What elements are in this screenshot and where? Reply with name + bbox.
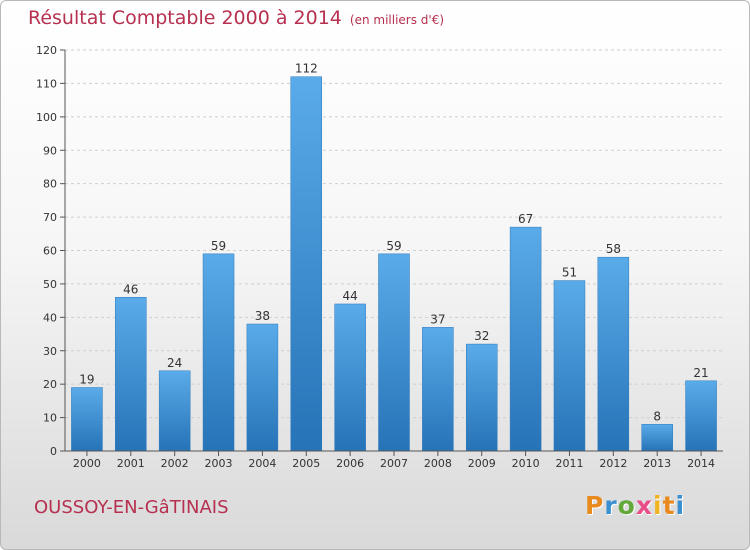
bar-value-label: 67	[518, 212, 533, 226]
x-tick-label: 2002	[161, 457, 189, 470]
bar	[158, 370, 191, 452]
y-tick-label: 20	[43, 378, 57, 391]
logo-letter: P	[585, 491, 605, 520]
y-tick-label: 60	[43, 245, 57, 258]
logo-letter: t	[662, 491, 676, 520]
x-tick-label: 2012	[599, 457, 627, 470]
y-tick-label: 120	[36, 44, 57, 57]
y-tick-label: 90	[43, 144, 57, 157]
bar-value-label: 38	[255, 309, 270, 323]
x-axis-labels: 2000 2001 2002 2003 2004 2005 2006 2007 2008 2009…	[73, 451, 715, 470]
proxiti-logo[interactable]: Proxiti	[585, 491, 685, 520]
x-tick-label: 2001	[117, 457, 145, 470]
y-tick-label: 110	[36, 77, 57, 90]
x-tick-label: 2003	[205, 457, 233, 470]
bar	[641, 424, 673, 452]
bar-value-label: 44	[342, 289, 357, 303]
bar	[115, 297, 147, 452]
bar	[553, 280, 586, 452]
bar	[290, 76, 323, 452]
logo-letter: x	[635, 491, 653, 520]
chart-title: Résultat Comptable 2000 à 2014 (en millie…	[28, 7, 444, 29]
y-tick-label: 40	[43, 311, 57, 324]
x-tick-label: 2014	[687, 457, 715, 470]
bar	[202, 253, 235, 452]
unit-label: (en milliers d'€)	[349, 13, 445, 27]
y-axis-ticks: 0 10 20 30 40 50 60 70 80 90 100 110 120	[36, 44, 65, 458]
y-tick-label: 80	[43, 178, 57, 191]
bar	[334, 303, 366, 452]
x-tick-label: 2007	[380, 457, 408, 470]
logo-letter: i	[653, 491, 663, 520]
bar-value-label: 58	[606, 242, 621, 256]
bar-value-label: 37	[430, 312, 445, 326]
logo-letter: o	[617, 491, 636, 520]
axes	[64, 50, 723, 452]
bar-value-label: 59	[386, 239, 401, 253]
x-tick-label: 2011	[555, 457, 583, 470]
bar	[465, 343, 498, 452]
bar-value-label: 19	[79, 373, 94, 387]
x-tick-label: 2005	[292, 457, 320, 470]
bar-value-label: 32	[474, 329, 489, 343]
logo-letter: r	[604, 491, 618, 520]
bar	[246, 323, 279, 452]
bar	[378, 253, 410, 452]
bar	[71, 387, 103, 452]
x-tick-label: 2000	[73, 457, 101, 470]
bar-value-label: 21	[693, 366, 708, 380]
y-tick-label: 70	[43, 211, 57, 224]
x-tick-label: 2013	[643, 457, 671, 470]
x-tick-label: 2009	[468, 457, 496, 470]
title-text: Résultat Comptable 2000 à 2014	[28, 7, 342, 29]
bar-value-label: 59	[211, 239, 226, 253]
y-tick-label: 30	[43, 345, 57, 358]
bar-value-label: 112	[295, 62, 318, 76]
y-tick-label: 100	[36, 111, 57, 124]
x-tick-label: 2004	[248, 457, 276, 470]
bar-value-label: 46	[123, 282, 138, 296]
bar	[422, 327, 454, 452]
y-tick-label: 0	[50, 445, 57, 458]
x-tick-label: 2008	[424, 457, 452, 470]
y-tick-label: 50	[43, 278, 57, 291]
bar	[685, 380, 717, 452]
bar	[597, 256, 630, 452]
bars: 19 46 24 59 38 112 44 59 37 32 67 51 58 8 21	[71, 62, 717, 452]
x-tick-label: 2010	[512, 457, 540, 470]
bar	[509, 226, 542, 452]
city-name: OUSSOY-EN-GâTINAIS	[34, 497, 229, 518]
bar-value-label: 8	[653, 409, 661, 423]
bar-value-label: 51	[562, 266, 577, 280]
logo-letter: i	[675, 491, 686, 520]
bar-value-label: 24	[167, 356, 182, 370]
y-tick-label: 10	[43, 412, 57, 425]
x-tick-label: 2006	[336, 457, 364, 470]
